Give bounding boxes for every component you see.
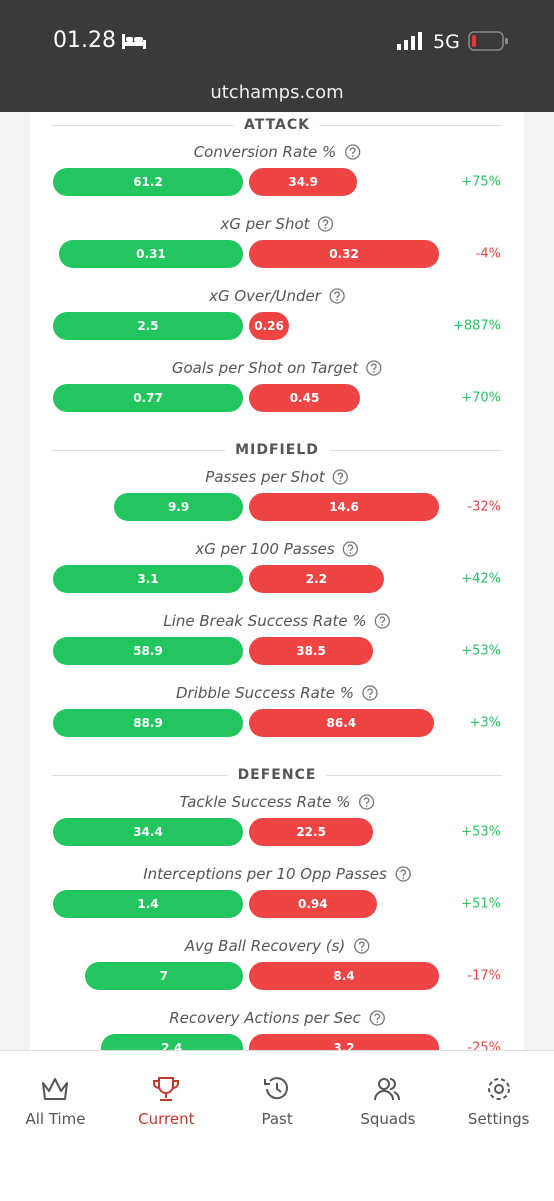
- history-icon: [264, 1077, 288, 1100]
- help-icon: [395, 866, 411, 882]
- metric-name: Tackle Success Rate %: [179, 793, 351, 811]
- worse-bar: 0.26: [249, 312, 289, 340]
- metric-label: Passes per Shot: [205, 468, 349, 486]
- metric-label: xG per 100 Passes: [195, 540, 359, 558]
- metric-label: Recovery Actions per Sec: [169, 1009, 385, 1027]
- better-bar: 34.4: [53, 818, 243, 846]
- change: -17%: [467, 968, 501, 984]
- crown-icon: [42, 1078, 68, 1100]
- better-bar: 0.31: [58, 240, 243, 268]
- change: +70%: [461, 390, 501, 406]
- change: +887%: [452, 318, 501, 334]
- metric-label: xG Over/Under: [209, 287, 345, 305]
- time: 01.28: [53, 28, 116, 53]
- change: +53%: [461, 643, 501, 659]
- better-bar: 3.1: [53, 565, 243, 593]
- metric-name: Dribble Success Rate %: [176, 684, 354, 702]
- network: 5G: [433, 31, 460, 53]
- worse-bar: 8.4: [249, 962, 439, 990]
- worse-bar: 0.94: [249, 890, 377, 918]
- trophy-icon: [153, 1077, 179, 1101]
- signal-icon: [397, 32, 422, 50]
- metric-label: Line Break Success Rate %: [163, 612, 391, 630]
- nav-item[interactable]: Current: [138, 1110, 195, 1128]
- metric-label: Interceptions per 10 Opp Passes: [143, 865, 411, 883]
- squads-icon: [374, 1078, 400, 1101]
- scroll-area: ATTACK Conversion Rate % 61.2 34.9 +75% xG pe…: [0, 112, 554, 1050]
- change: +75%: [461, 174, 501, 190]
- nav-item[interactable]: Settings: [467, 1110, 530, 1128]
- help-icon: [317, 216, 334, 232]
- metric-label: Tackle Success Rate %: [180, 793, 375, 811]
- better-bar: 2.4: [100, 1034, 243, 1050]
- metric-name: Passes per Shot: [205, 468, 325, 486]
- help-icon: [329, 288, 345, 304]
- metric-label: Goals per Shot on Target: [172, 359, 382, 377]
- change: +3%: [469, 715, 501, 731]
- worse-bar: 3.2: [249, 1034, 439, 1050]
- worse-bar: 0.32: [249, 240, 439, 268]
- help-icon: [344, 144, 360, 160]
- metric-label: Conversion Rate %: [194, 143, 361, 161]
- url: utchamps.com: [210, 82, 344, 103]
- better-bar: 9.9: [114, 493, 243, 521]
- bottom-nav: All Time Current Past Squads Settings: [0, 1050, 554, 1201]
- section-title: ATTACK: [233, 117, 321, 133]
- metric-name: Conversion Rate %: [193, 143, 337, 161]
- metric-name: Recovery Actions per Sec: [169, 1009, 361, 1027]
- worse-bar: 14.6: [249, 493, 439, 521]
- metric-name: xG Over/Under: [209, 287, 321, 305]
- help-icon: [366, 360, 382, 376]
- better-bar: 58.9: [53, 637, 243, 665]
- better-bar: 88.9: [53, 709, 243, 737]
- better-bar: 7: [84, 962, 243, 990]
- worse-bar: 0.45: [249, 384, 361, 412]
- better-bar: 2.5: [53, 312, 243, 340]
- help-icon: [358, 794, 375, 810]
- battery-icon: [468, 31, 508, 51]
- help-icon: [353, 938, 369, 954]
- change: -32%: [467, 499, 501, 515]
- change: +51%: [461, 896, 501, 912]
- worse-bar: 86.4: [249, 709, 434, 737]
- metric-name: Avg Ball Recovery (s): [184, 937, 346, 955]
- worse-bar: 34.9: [249, 168, 358, 196]
- help-icon: [374, 613, 391, 629]
- better-bar: 1.4: [53, 890, 243, 918]
- section-title: DEFENCE: [227, 767, 327, 783]
- sleep-icon: [122, 34, 146, 49]
- help-icon: [333, 469, 349, 485]
- change: -25%: [467, 1040, 501, 1051]
- change: +53%: [461, 824, 501, 840]
- metric-label: xG per Shot: [220, 215, 334, 233]
- change: +42%: [461, 571, 501, 587]
- better-bar: 0.77: [53, 384, 243, 412]
- metric-name: xG per 100 Passes: [195, 540, 335, 558]
- nav-item[interactable]: Past: [261, 1110, 293, 1128]
- nav-item[interactable]: Squads: [360, 1110, 416, 1128]
- metric-name: Line Break Success Rate %: [163, 612, 367, 630]
- metric-name: xG per Shot: [220, 215, 310, 233]
- change: -4%: [475, 246, 501, 262]
- better-bar: 61.2: [53, 168, 243, 196]
- worse-bar: 22.5: [249, 818, 374, 846]
- status-bar: 01.28 5G utchamps.com: [0, 0, 554, 112]
- worse-bar: 2.2: [249, 565, 384, 593]
- metric-label: Avg Ball Recovery (s): [185, 937, 370, 955]
- help-icon: [342, 541, 359, 557]
- settings-icon: [488, 1078, 510, 1100]
- metric-name: Interceptions per 10 Opp Passes: [143, 865, 387, 883]
- metric-label: Dribble Success Rate %: [176, 684, 378, 702]
- metric-name: Goals per Shot on Target: [171, 359, 359, 377]
- help-icon: [369, 1010, 385, 1026]
- worse-bar: 38.5: [249, 637, 374, 665]
- card: ATTACK Conversion Rate % 61.2 34.9 +75% xG pe…: [30, 112, 524, 1050]
- section-title: MIDFIELD: [225, 442, 329, 458]
- nav-item[interactable]: All Time: [25, 1110, 86, 1128]
- help-icon: [362, 685, 378, 701]
